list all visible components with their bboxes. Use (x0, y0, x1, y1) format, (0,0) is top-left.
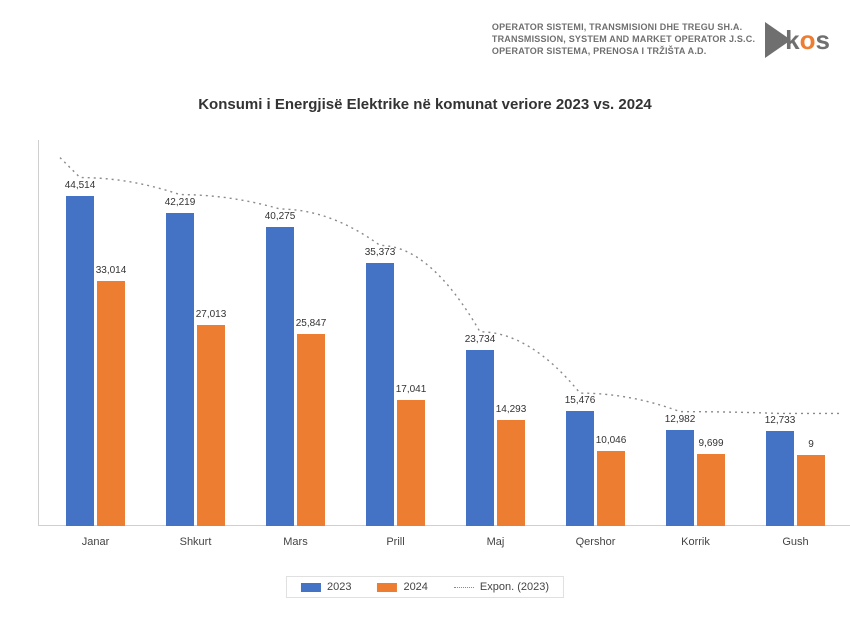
legend-label-2023: 2023 (327, 581, 351, 593)
bar-label: 27,013 (196, 309, 227, 320)
bar-group: 40,27525,847 (266, 227, 325, 526)
bar-2024: 10,046 (597, 451, 625, 526)
logo-text: kos (785, 25, 830, 56)
x-axis (38, 525, 850, 526)
bar-2023: 44,514 (66, 196, 94, 526)
category-label: Janar (82, 536, 110, 548)
bar-2023: 15,476 (566, 411, 594, 526)
bar-2023: 40,275 (266, 227, 294, 526)
bar-label: 14,293 (496, 404, 527, 415)
legend-label-2024: 2024 (403, 581, 427, 593)
bar-label: 33,014 (96, 265, 127, 276)
bar-label: 23,734 (465, 334, 496, 345)
bar-2023: 35,373 (366, 263, 394, 526)
legend-swatch-trend (454, 587, 474, 588)
company-line-1: OPERATOR SISTEMI, TRANSMISIONI DHE TREGU… (492, 22, 755, 34)
bar-label: 9 (808, 439, 814, 450)
bar-2024: 9 (797, 455, 825, 526)
bar-2024: 33,014 (97, 281, 125, 526)
legend-label-trend: Expon. (2023) (480, 581, 549, 593)
category-label: Gush (782, 536, 808, 548)
bar-label: 9,699 (698, 438, 723, 449)
logo-k: k (785, 25, 799, 55)
category-label: Korrik (681, 536, 710, 548)
legend-item-trend: Expon. (2023) (454, 581, 549, 593)
bar-label: 44,514 (65, 180, 96, 191)
chart-area: 44,51433,014Janar42,21927,013Shkurt40,27… (38, 140, 850, 566)
bar-group: 35,37317,041 (366, 263, 425, 526)
category-label: Qershor (576, 536, 616, 548)
trend-line (38, 140, 850, 566)
category-label: Maj (487, 536, 505, 548)
header: OPERATOR SISTEMI, TRANSMISIONI DHE TREGU… (492, 22, 830, 58)
logo: kos (765, 22, 830, 58)
logo-s: s (816, 25, 830, 55)
bar-2024: 14,293 (497, 420, 525, 526)
bar-group: 15,47610,046 (566, 411, 625, 526)
bar-group: 12,9829,699 (666, 430, 725, 526)
bar-label: 12,982 (665, 414, 696, 425)
legend-item-2023: 2023 (301, 581, 351, 593)
bar-2024: 9,699 (697, 454, 725, 526)
bar-group: 23,73414,293 (466, 350, 525, 526)
category-label: Shkurt (180, 536, 212, 548)
bar-2023: 23,734 (466, 350, 494, 526)
bar-2024: 27,013 (197, 325, 225, 526)
bar-2023: 42,219 (166, 213, 194, 526)
bar-label: 12,733 (765, 415, 796, 426)
bar-2024: 25,847 (297, 334, 325, 526)
bar-2023: 12,733 (766, 431, 794, 526)
bar-label: 25,847 (296, 318, 327, 329)
bar-2023: 12,982 (666, 430, 694, 526)
bar-2024: 17,041 (397, 400, 425, 526)
logo-o: o (800, 25, 816, 55)
bar-label: 10,046 (596, 435, 627, 446)
company-line-3: OPERATOR SISTEMA, PRENOSA I TRŽIŠTA A.D. (492, 46, 755, 58)
legend-swatch-2024 (377, 583, 397, 592)
bar-label: 17,041 (396, 384, 427, 395)
category-label: Mars (283, 536, 307, 548)
company-line-2: TRANSMISSION, SYSTEM AND MARKET OPERATOR… (492, 34, 755, 46)
legend-swatch-2023 (301, 583, 321, 592)
bar-group: 12,7339 (766, 431, 825, 526)
bar-group: 42,21927,013 (166, 213, 225, 526)
company-text: OPERATOR SISTEMI, TRANSMISIONI DHE TREGU… (492, 22, 755, 57)
bar-label: 15,476 (565, 395, 596, 406)
bar-group: 44,51433,014 (66, 196, 125, 526)
chart-title: Konsumi i Energjisë Elektrike në komunat… (0, 96, 850, 113)
legend-item-2024: 2024 (377, 581, 427, 593)
category-label: Prill (386, 536, 404, 548)
bar-label: 42,219 (165, 197, 196, 208)
bar-label: 40,275 (265, 211, 296, 222)
y-axis (38, 140, 39, 526)
bar-label: 35,373 (365, 247, 396, 258)
legend: 2023 2024 Expon. (2023) (286, 576, 564, 598)
